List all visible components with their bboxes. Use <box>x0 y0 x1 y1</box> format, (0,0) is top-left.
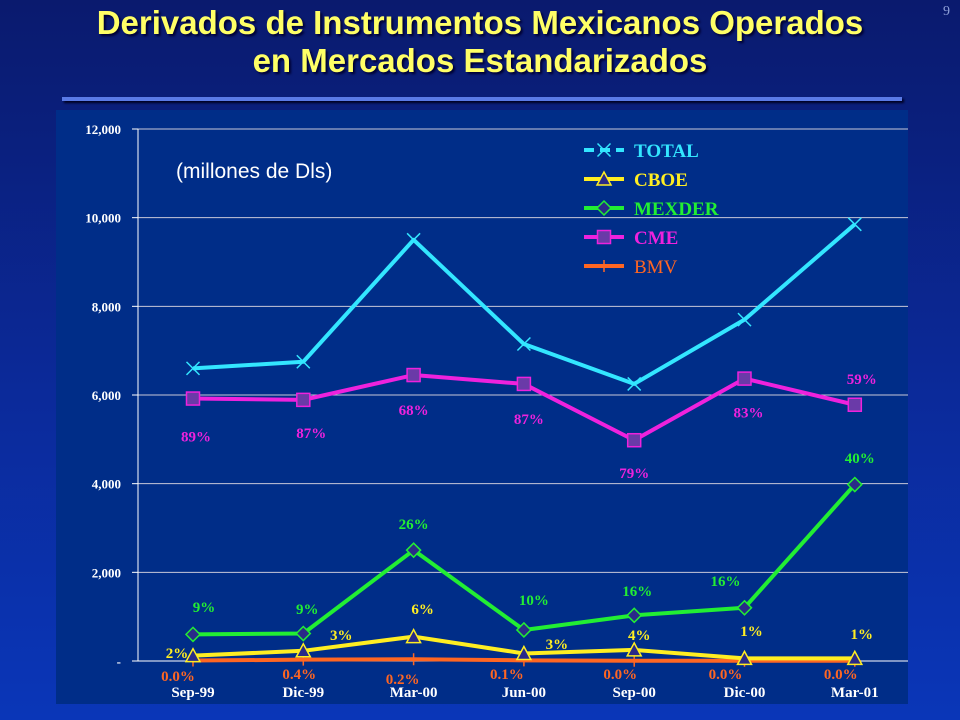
data-point-cme <box>185 391 201 406</box>
data-point-mexder <box>515 621 532 639</box>
legend-marker-mexder <box>595 199 613 217</box>
slide-number: 9 <box>943 4 950 19</box>
data-label-cme: 83% <box>734 406 764 422</box>
x-tick-label: Jun-00 <box>502 685 546 701</box>
legend-marker-total <box>596 142 612 158</box>
series-line-mexder <box>192 483 857 637</box>
y-tick-label: 4,000 <box>92 477 121 492</box>
legend-label-mexder: MEXDER <box>634 199 719 220</box>
data-point-cboe <box>625 641 643 657</box>
x-tick-label: Sep-00 <box>613 685 656 701</box>
data-label-cme: 87% <box>514 412 544 428</box>
data-label-mexder: 26% <box>399 517 429 533</box>
y-tick-label: 12,000 <box>85 122 121 137</box>
data-point-bmv <box>628 654 641 667</box>
data-point-mexder <box>405 542 422 559</box>
legend-label-total: TOTAL <box>634 141 699 162</box>
data-point-cboe <box>736 649 753 666</box>
data-label-bmv: 0.0% <box>824 667 858 683</box>
data-point-cme <box>296 392 311 408</box>
legend-label-cboe: CBOE <box>634 170 688 191</box>
y-tick-label: 2,000 <box>92 565 121 580</box>
data-point-total <box>296 354 311 369</box>
data-point-total <box>847 217 862 232</box>
data-label-bmv: 0.2% <box>386 672 420 688</box>
data-label-bmv: 0.0% <box>603 667 637 683</box>
data-point-cme <box>737 371 752 386</box>
data-label-cboe: 3% <box>330 628 353 644</box>
y-tick-label: 8,000 <box>92 299 121 314</box>
data-label-cme: 79% <box>619 466 649 482</box>
data-point-cme <box>406 367 421 383</box>
slide-title: Derivados de Instrumentos Mexicanos Oper… <box>0 4 960 80</box>
data-point-cme <box>516 376 532 392</box>
data-point-total <box>406 232 421 247</box>
data-label-cboe: 1% <box>851 627 874 643</box>
title-line-2: en Mercados Estandarizados <box>252 42 708 79</box>
data-label-cboe: 4% <box>628 628 651 644</box>
data-label-mexder: 40% <box>845 451 875 467</box>
data-point-cme <box>626 432 642 448</box>
data-point-cboe <box>184 647 202 663</box>
title-line-1: Derivados de Instrumentos Mexicanos Oper… <box>96 4 864 41</box>
x-tick-label: Sep-99 <box>171 685 214 701</box>
data-point-mexder <box>626 607 643 624</box>
legend-marker-bmv <box>598 260 610 272</box>
data-label-mexder: 16% <box>622 584 652 600</box>
y-tick-label: - <box>117 654 121 669</box>
x-tick-label: Dic-99 <box>282 685 324 701</box>
legend-label-cme: CME <box>634 228 678 249</box>
data-label-cboe: 2% <box>166 646 189 662</box>
legend-marker-cme <box>596 229 612 245</box>
data-point-cboe <box>515 644 533 661</box>
data-label-cme: 68% <box>399 403 429 419</box>
data-point-mexder <box>184 626 202 643</box>
data-point-cboe <box>295 642 312 658</box>
y-tick-label: 10,000 <box>85 211 121 226</box>
data-label-cboe: 3% <box>546 637 569 653</box>
data-label-cme: 59% <box>847 372 877 388</box>
plot-panel <box>56 110 908 704</box>
data-point-mexder <box>736 599 753 616</box>
legend-label-bmv: BMV <box>634 257 678 278</box>
data-label-bmv: 0.1% <box>490 667 524 683</box>
data-label-cboe: 1% <box>740 624 763 640</box>
x-tick-label: Mar-01 <box>831 685 879 701</box>
data-point-cme <box>847 397 863 413</box>
series-line-total <box>192 222 857 386</box>
x-tick-label: Mar-00 <box>390 685 438 701</box>
title-underline <box>62 97 902 101</box>
data-label-mexder: 9% <box>296 602 319 618</box>
data-point-bmv <box>407 653 420 666</box>
data-label-mexder: 10% <box>519 593 549 609</box>
data-point-total <box>185 361 201 376</box>
data-point-cboe <box>846 649 864 666</box>
data-label-cme: 89% <box>181 430 211 446</box>
data-point-mexder <box>846 476 863 493</box>
y-tick-label: 6,000 <box>92 388 121 403</box>
data-label-bmv: 0.4% <box>282 667 316 683</box>
data-label-bmv: 0.0% <box>709 667 743 683</box>
data-label-cme: 87% <box>296 426 326 442</box>
data-point-total <box>627 376 642 391</box>
x-tick-label: Dic-00 <box>724 685 766 701</box>
data-label-mexder: 9% <box>193 600 216 616</box>
data-point-mexder <box>295 625 312 642</box>
data-point-cboe <box>405 628 422 644</box>
data-point-total <box>516 336 531 352</box>
data-point-total <box>737 312 752 327</box>
unit-label: (millones de Dls) <box>176 160 332 183</box>
data-label-bmv: 0.0% <box>161 669 195 685</box>
legend-marker-cboe <box>595 170 613 186</box>
data-label-cboe: 6% <box>411 602 434 618</box>
data-label-mexder: 16% <box>711 574 741 590</box>
